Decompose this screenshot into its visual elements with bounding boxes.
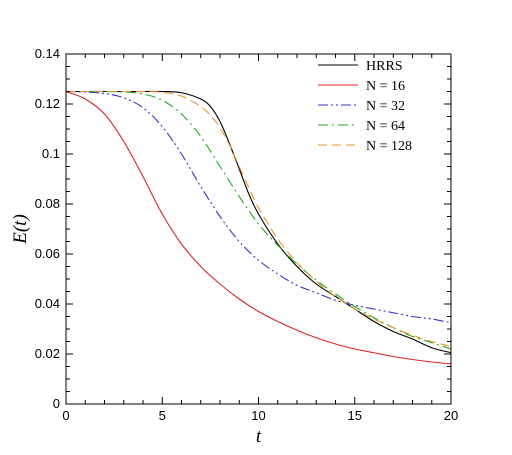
series-layer	[65, 90, 452, 365]
x-tick-label: 10	[251, 408, 265, 423]
x-tick-label: 5	[159, 408, 166, 423]
y-axis-title: E(t)	[10, 214, 31, 245]
y-tick-label: 0.04	[35, 296, 60, 311]
x-tick-label: 0	[62, 408, 69, 423]
ticks-layer: 0 5 10 15 20 0 0.02 0.04 0.06 0.08 0.1 0.12 0.14	[35, 46, 459, 423]
legend-label-2: N = 16	[366, 79, 405, 94]
x-tick-label: 15	[348, 408, 362, 423]
series-line-5	[66, 90, 452, 348]
legend-label-5: N = 128	[366, 139, 412, 154]
series-line-4	[66, 90, 452, 350]
legend: HRRS N = 16 N = 32 N = 64 N = 128	[318, 59, 412, 154]
y-tick-label: 0.12	[35, 96, 60, 111]
legend-label-1: HRRS	[366, 59, 403, 74]
y-tick-label: 0	[53, 396, 60, 411]
y-tick-label: 0.1	[42, 146, 60, 161]
series-line-2	[65, 90, 452, 365]
y-tick-label: 0.06	[35, 246, 60, 261]
y-tick-label: 0.08	[35, 196, 60, 211]
series-line-3	[65, 90, 452, 324]
y-tick-label: 0.02	[35, 346, 60, 361]
x-axis-title: t	[256, 426, 262, 447]
legend-label-4: N = 64	[366, 119, 405, 134]
y-tick-label: 0.14	[35, 46, 60, 61]
x-tick-label: 20	[444, 408, 458, 423]
legend-label-3: N = 32	[366, 99, 405, 114]
